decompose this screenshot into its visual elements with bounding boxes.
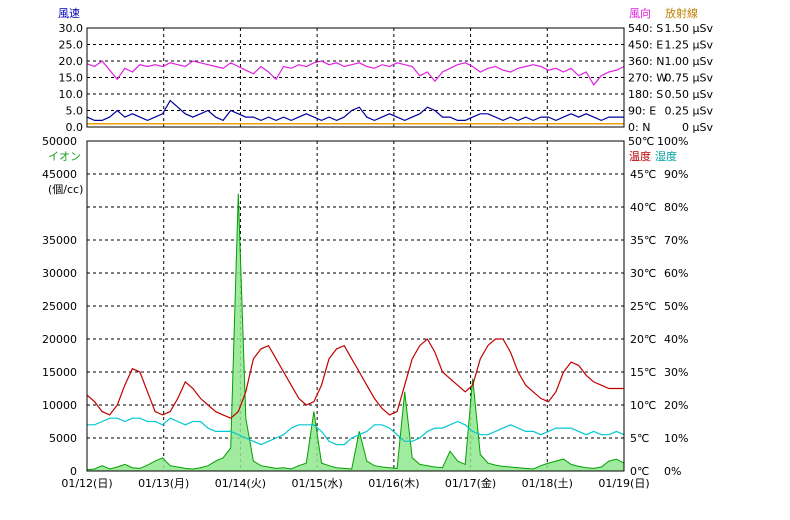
top-left-tick-label: 5.0: [66, 105, 84, 118]
bottom-right-tick-humidity: 80%: [664, 201, 688, 214]
top-right-tick-radiation: 0 μSv: [682, 121, 713, 134]
bottom-right-tick-humidity: 10%: [664, 432, 688, 445]
top-right-tick-direction: 450: E: [628, 39, 663, 52]
x-tick-label: 01/15(水): [291, 477, 342, 490]
top-right-tick-radiation: 0.75 μSv: [665, 72, 714, 85]
top-right-tick-direction: 0: N: [628, 121, 650, 134]
bottom-panel: イオン (個/cc) 温度 湿度 50000350003000025000200…: [42, 135, 688, 490]
bottom-left-ticks: 5000035000300002500020000150001000050000…: [42, 135, 77, 478]
x-tick-label: 01/13(月): [138, 477, 189, 490]
top-right-tick-radiation: 0.50 μSv: [665, 88, 714, 101]
wind-direction-line: [86, 60, 625, 86]
bottom-left-tick-label: 45000: [42, 168, 77, 181]
wind-speed-line: [86, 99, 624, 122]
top-left-axis-label: 風速: [58, 7, 80, 20]
bottom-plot-frame: [86, 140, 625, 472]
top-left-tick-label: 20.0: [59, 55, 84, 68]
x-tick-label: 01/17(金): [445, 476, 496, 490]
top-right-tick-direction: 270: W: [628, 72, 667, 85]
bottom-right-tick-humidity: 50%: [664, 300, 688, 313]
bottom-right-tick-temp: 50℃: [628, 135, 654, 148]
bottom-left-unit: (個/cc): [48, 183, 83, 196]
bottom-right-tick-temp: 25℃: [630, 300, 656, 313]
bottom-left-tick-label: 10000: [42, 399, 77, 412]
top-right-tick-radiation: 1.50 μSv: [665, 22, 714, 35]
bottom-right-tick-humidity: 100%: [657, 135, 688, 148]
bottom-right-tick-temp: 30℃: [630, 267, 656, 280]
top-left-ticks: 30.0 25.0 20.0 15.0 10.0 5.0 0.0: [59, 22, 84, 134]
x-axis-ticks: 01/12(日) 01/13(月) 01/14(火) 01/15(水) 01/16(木)…: [61, 476, 649, 490]
x-tick-label: 01/16(木): [368, 477, 419, 490]
top-right-tick-direction: 360: N: [628, 55, 664, 68]
bottom-right-tick-humidity: 40%: [664, 333, 688, 346]
top-plot-frame: [86, 27, 625, 128]
x-tick-label: 01/18(土): [522, 477, 573, 490]
bottom-right-tick-temp: 45℃: [630, 168, 656, 181]
bottom-series: [86, 193, 625, 472]
bottom-left-tick-label: 0: [70, 465, 77, 478]
x-tick-label: 01/14(火): [215, 477, 266, 490]
top-right-tick-radiation: 0.25 μSv: [665, 105, 714, 118]
bottom-left-tick-label: 20000: [42, 333, 77, 346]
bottom-left-tick-label: 35000: [42, 234, 77, 247]
top-grid: [87, 28, 624, 127]
bottom-left-tick-label: 30000: [42, 267, 77, 280]
x-tick-label: 01/19(日): [598, 477, 649, 490]
top-right-axis-label-direction: 風向: [629, 6, 651, 20]
temperature-line: [86, 338, 624, 419]
bottom-left-tick-label: 5000: [49, 432, 77, 445]
bottom-left-tick-label: 50000: [42, 135, 77, 148]
top-left-tick-label: 15.0: [59, 72, 84, 85]
bottom-left-axis-label: イオン: [48, 150, 81, 163]
top-series: [86, 60, 625, 125]
bottom-right-tick-temp: 0℃: [630, 465, 649, 478]
bottom-right-tick-humidity: 60%: [664, 267, 688, 280]
bottom-right-tick-humidity: 20%: [664, 399, 688, 412]
bottom-left-tick-label: 15000: [42, 366, 77, 379]
bottom-right-tick-humidity: 0%: [664, 465, 681, 478]
top-right-tick-direction: 90: E: [628, 105, 656, 118]
bottom-right-tick-temp: 5℃: [630, 432, 649, 445]
ion-area: [87, 193, 624, 472]
top-right-tick-radiation: 1.00 μSv: [665, 55, 714, 68]
bottom-right-tick-temp: 10℃: [630, 399, 656, 412]
top-left-tick-label: 30.0: [59, 22, 84, 35]
bottom-right-ticks: 50℃ 100% 45℃ 90% 40℃ 80% 35℃ 70% 30℃ 60% 25℃ 50% 20℃…: [628, 135, 688, 478]
top-right-axis-label-radiation: 放射線: [665, 6, 698, 20]
bottom-right-tick-temp: 20℃: [630, 333, 656, 346]
humidity-line: [87, 417, 625, 446]
bottom-left-tick-label: 25000: [42, 300, 77, 313]
bottom-right-tick-humidity: 30%: [664, 366, 688, 379]
ion-line: [86, 193, 625, 471]
bottom-right-axis-label-humidity: 湿度: [655, 149, 677, 163]
bottom-right-tick-temp: 35℃: [630, 234, 656, 247]
top-left-tick-label: 25.0: [59, 39, 84, 52]
bottom-right-tick-humidity: 90%: [664, 168, 688, 181]
top-left-tick-label: 10.0: [59, 88, 84, 101]
top-panel: 風速 風向 放射線 30.0 25.0 20.0 15.0 10.0 5.0 0.0 540…: [58, 6, 713, 134]
bottom-grid: [87, 141, 624, 471]
top-left-tick-label: 0.0: [66, 121, 84, 134]
top-right-tick-direction: 180: S: [628, 88, 663, 101]
bottom-right-axis-label-temp: 温度: [629, 149, 651, 163]
top-right-tick-direction: 540: S: [628, 22, 663, 35]
bottom-right-tick-temp: 40℃: [630, 201, 656, 214]
top-right-tick-radiation: 1.25 μSv: [665, 39, 714, 52]
bottom-right-tick-humidity: 70%: [664, 234, 688, 247]
bottom-right-tick-temp: 15℃: [630, 366, 656, 379]
x-tick-label: 01/12(日): [61, 477, 112, 490]
